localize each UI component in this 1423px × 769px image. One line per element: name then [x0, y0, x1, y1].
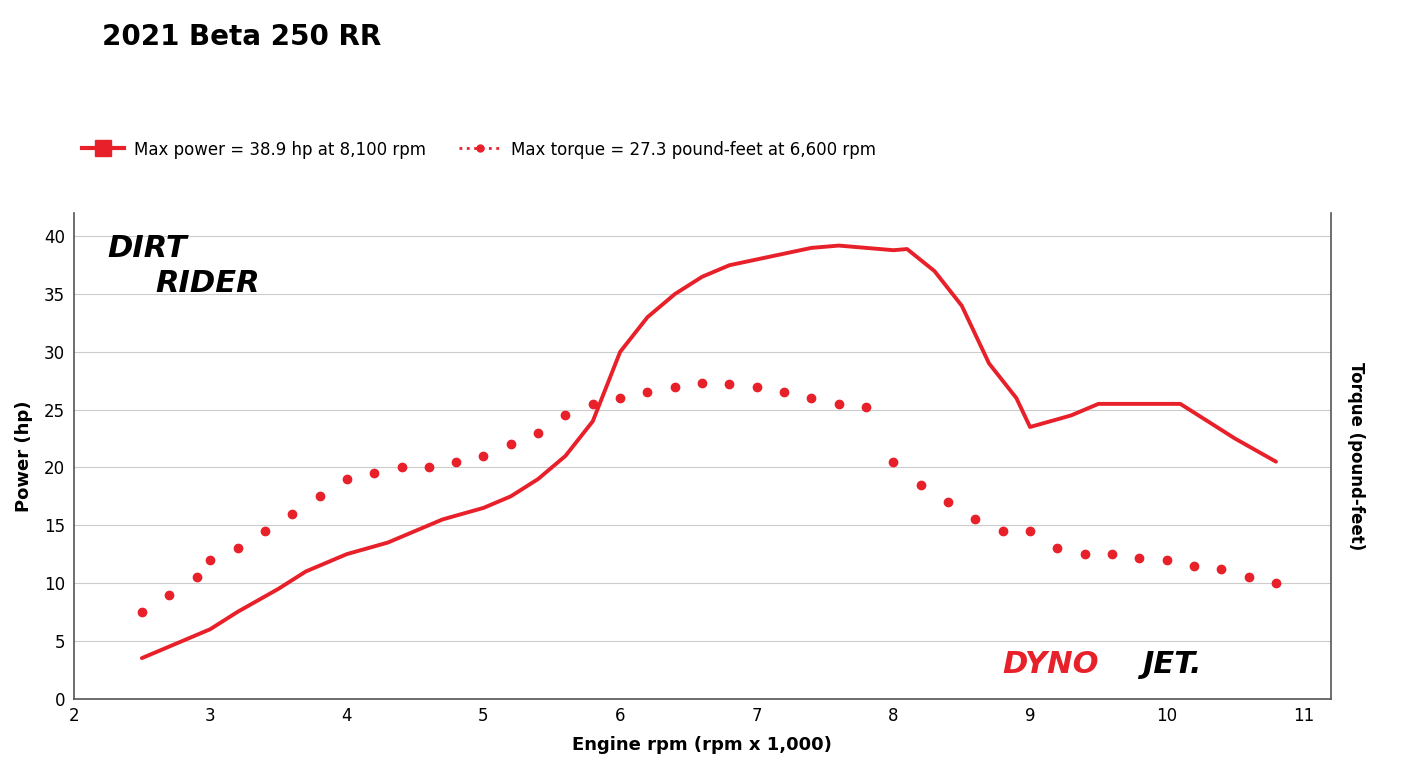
Text: 2021 Beta 250 RR: 2021 Beta 250 RR	[102, 23, 381, 51]
Y-axis label: Torque (pound-feet): Torque (pound-feet)	[1348, 361, 1365, 550]
Text: RIDER: RIDER	[155, 269, 260, 298]
Text: DIRT: DIRT	[108, 234, 188, 263]
Y-axis label: Power (hp): Power (hp)	[16, 400, 33, 511]
Text: DYNO: DYNO	[1003, 650, 1099, 679]
X-axis label: Engine rpm (rpm x 1,000): Engine rpm (rpm x 1,000)	[572, 736, 832, 754]
Legend: Max power = 38.9 hp at 8,100 rpm, Max torque = 27.3 pound-feet at 6,600 rpm: Max power = 38.9 hp at 8,100 rpm, Max to…	[75, 135, 882, 165]
Text: JET.: JET.	[1143, 650, 1201, 679]
